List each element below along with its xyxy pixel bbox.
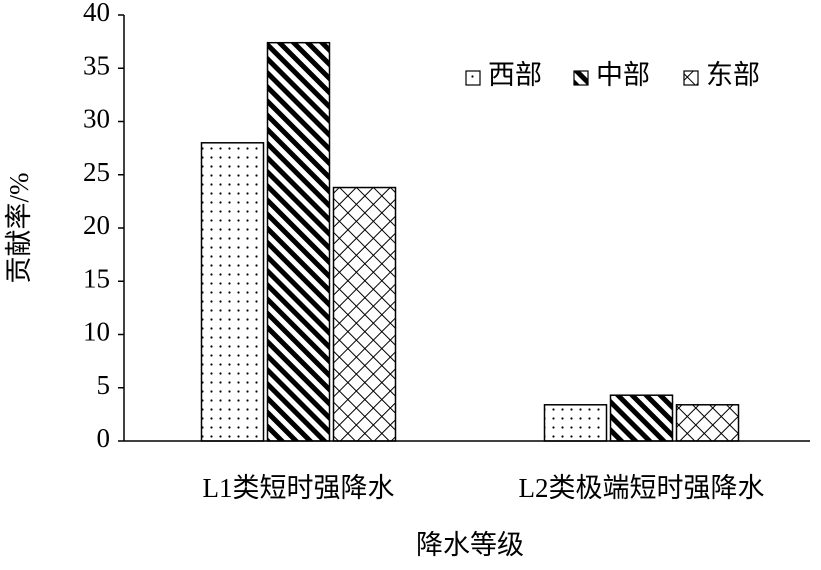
legend-label: 东部	[706, 60, 760, 90]
y-axis-title: 贡献率/%	[4, 173, 34, 284]
y-tick-label: 30	[83, 104, 110, 134]
y-tick-label: 5	[97, 370, 111, 400]
legend-swatch	[465, 70, 481, 86]
y-tick-label: 25	[83, 157, 110, 187]
y-tick-label: 0	[97, 423, 111, 453]
bar	[543, 404, 608, 442]
y-tick-label: 10	[83, 317, 110, 347]
x-axis-title: 降水等级	[416, 530, 524, 560]
x-tick-label: L2类极端短时强降水	[519, 473, 765, 503]
bar	[675, 404, 740, 442]
y-tick-label: 35	[83, 50, 110, 80]
legend-label: 中部	[596, 60, 650, 90]
x-tick-label: L1类短时强降水	[203, 473, 395, 503]
legend-swatch	[683, 70, 699, 86]
legend-swatch	[573, 70, 589, 86]
bar	[266, 41, 331, 442]
legend-label: 西部	[488, 60, 542, 90]
bar	[200, 142, 265, 442]
bar	[332, 186, 397, 442]
y-tick-label: 15	[83, 263, 110, 293]
y-tick-label: 40	[83, 0, 110, 27]
bar	[609, 394, 674, 442]
y-tick-label: 20	[83, 210, 110, 240]
